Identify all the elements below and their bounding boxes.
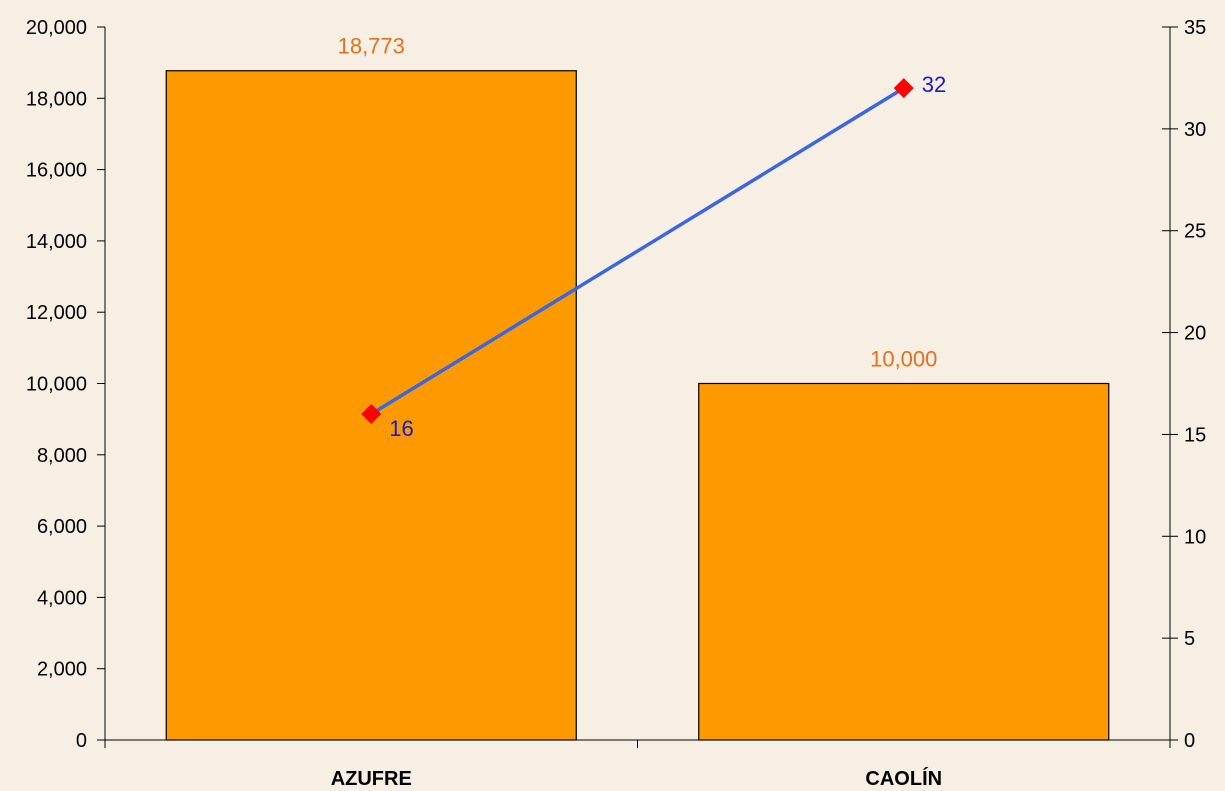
line-value-label: 32 <box>922 72 946 97</box>
right-axis-tick-label: 5 <box>1184 628 1195 650</box>
left-axis-tick-label: 2,000 <box>37 659 87 681</box>
right-axis-tick-label: 15 <box>1184 424 1206 446</box>
left-axis-tick-label: 0 <box>76 730 87 752</box>
line-value-label: 16 <box>389 416 413 441</box>
bar-value-label: 18,773 <box>338 34 405 59</box>
left-axis-tick-label: 14,000 <box>26 231 87 253</box>
bar <box>698 382 1110 741</box>
right-axis-tick-label: 25 <box>1184 221 1206 243</box>
line-point-marker <box>893 78 914 99</box>
x-axis-category-label: CAOLÍN <box>865 767 942 790</box>
line-series <box>370 86 905 416</box>
left-axis-tick-label: 16,000 <box>26 160 87 182</box>
left-axis-tick-label: 6,000 <box>37 516 87 538</box>
left-axis-tick-label: 18,000 <box>26 88 87 110</box>
left-axis-tick-label: 12,000 <box>26 302 87 324</box>
right-axis-tick-label: 20 <box>1184 323 1206 345</box>
line-point-marker <box>361 404 382 425</box>
right-axis-tick-label: 35 <box>1184 17 1206 39</box>
right-axis-tick-label: 30 <box>1184 119 1206 141</box>
x-axis-category-label: AZUFRE <box>331 768 412 790</box>
left-axis-tick-label: 10,000 <box>26 374 87 396</box>
left-axis-tick-label: 20,000 <box>26 17 87 39</box>
right-axis-tick-label: 0 <box>1184 730 1195 752</box>
right-axis-tick-label: 10 <box>1184 526 1206 548</box>
left-axis-tick-label: 8,000 <box>37 445 87 467</box>
bar-value-label: 10,000 <box>870 347 937 372</box>
left-axis-tick-label: 4,000 <box>37 587 87 609</box>
